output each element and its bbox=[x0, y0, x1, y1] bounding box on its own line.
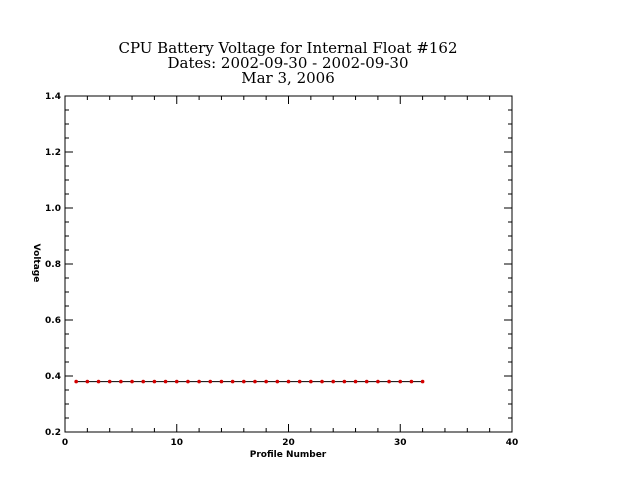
x-tick-label: 20 bbox=[282, 438, 295, 448]
data-point bbox=[275, 379, 280, 384]
data-point bbox=[297, 379, 302, 384]
data-point bbox=[230, 379, 235, 384]
y-tick-label: 1.4 bbox=[45, 92, 61, 102]
data-point bbox=[74, 379, 78, 384]
y-tick-label: 0.6 bbox=[45, 316, 61, 326]
y-tick-label: 0.4 bbox=[45, 372, 61, 382]
data-point bbox=[130, 379, 134, 384]
data-point bbox=[186, 379, 190, 384]
y-axis-label: Voltage bbox=[31, 244, 41, 283]
x-axis-label: Profile Number bbox=[250, 450, 327, 460]
data-point bbox=[119, 379, 123, 384]
axis-ticks bbox=[64, 95, 513, 433]
data-point bbox=[197, 379, 201, 384]
data-point bbox=[286, 379, 291, 384]
data-point bbox=[320, 379, 324, 384]
x-tick-label: 0 bbox=[62, 438, 68, 448]
y-tick-label: 1.2 bbox=[45, 148, 61, 158]
data-point bbox=[364, 379, 369, 384]
x-tick-labels: 0 10 20 30 40 bbox=[62, 438, 518, 448]
chart-title: CPU Battery Voltage for Internal Float #… bbox=[118, 39, 457, 87]
title-line-3: Mar 3, 2006 bbox=[241, 69, 335, 87]
data-point bbox=[152, 379, 157, 384]
data-point bbox=[353, 379, 358, 384]
y-tick-label: 1.0 bbox=[45, 204, 61, 214]
title-line-2: Dates: 2002-09-30 - 2002-09-30 bbox=[168, 54, 409, 72]
data-point bbox=[376, 379, 380, 384]
data-point bbox=[253, 379, 257, 384]
data-point bbox=[208, 379, 213, 384]
x-tick-label: 30 bbox=[394, 438, 407, 448]
data-point bbox=[219, 379, 224, 384]
y-tick-label: 0.8 bbox=[45, 260, 61, 270]
data-point bbox=[387, 379, 391, 384]
data-point bbox=[342, 379, 347, 384]
x-tick-label: 40 bbox=[506, 438, 519, 448]
data-point bbox=[398, 379, 403, 384]
data-point bbox=[163, 379, 168, 384]
data-point bbox=[420, 379, 425, 384]
data-point bbox=[331, 379, 336, 384]
data-point bbox=[264, 379, 268, 384]
data-point bbox=[96, 379, 101, 384]
data-point bbox=[141, 379, 146, 384]
data-point bbox=[174, 379, 179, 384]
data-point bbox=[242, 379, 246, 384]
x-tick-label: 10 bbox=[170, 438, 183, 448]
data-point bbox=[409, 379, 414, 384]
data-point bbox=[107, 379, 112, 384]
series-group bbox=[74, 379, 425, 384]
data-point bbox=[309, 379, 313, 384]
title-line-1: CPU Battery Voltage for Internal Float #… bbox=[118, 39, 457, 57]
y-tick-labels: 0.2 0.4 0.6 0.8 1.0 1.2 1.4 bbox=[45, 92, 61, 438]
y-tick-label: 0.2 bbox=[45, 428, 61, 438]
data-point bbox=[85, 379, 90, 384]
